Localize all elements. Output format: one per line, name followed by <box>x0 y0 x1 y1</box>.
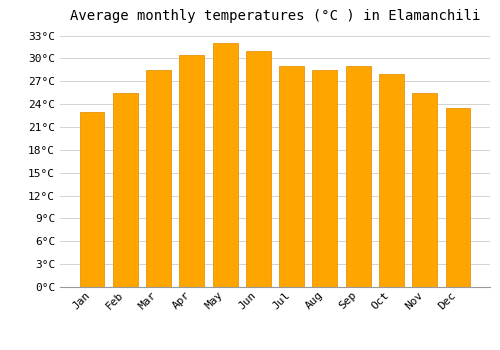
Bar <box>180 55 204 287</box>
Bar <box>412 93 437 287</box>
Bar <box>146 70 171 287</box>
Bar <box>279 66 304 287</box>
Bar <box>446 108 470 287</box>
Bar <box>80 112 104 287</box>
Bar <box>346 66 370 287</box>
Title: Average monthly temperatures (°C ) in Elamanchili: Average monthly temperatures (°C ) in El… <box>70 9 480 23</box>
Bar <box>312 70 338 287</box>
Bar <box>246 51 271 287</box>
Bar <box>113 93 138 287</box>
Bar <box>379 74 404 287</box>
Bar <box>212 43 238 287</box>
